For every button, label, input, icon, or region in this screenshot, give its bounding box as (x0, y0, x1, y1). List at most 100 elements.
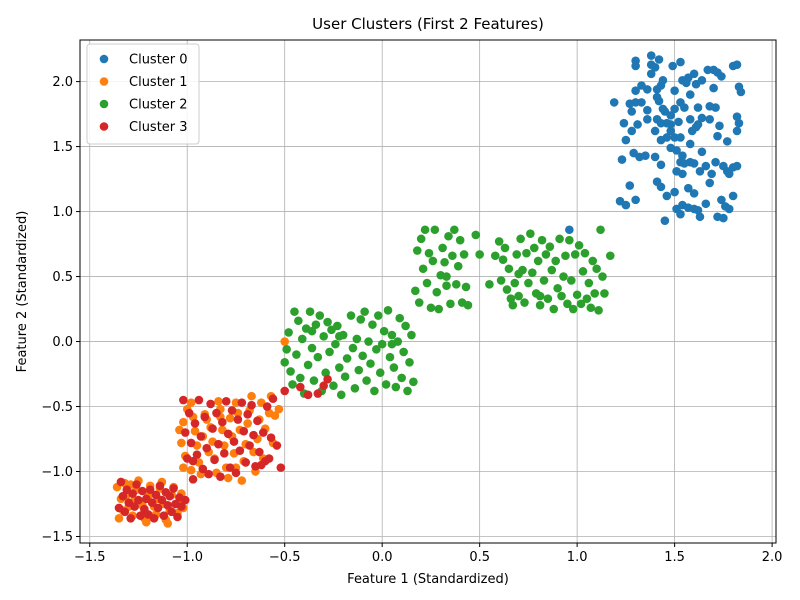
data-point (732, 161, 742, 171)
data-point (313, 352, 323, 362)
data-point (245, 441, 254, 450)
data-point (485, 280, 494, 289)
data-point (678, 169, 687, 179)
data-point (506, 294, 516, 303)
data-point (241, 458, 251, 467)
data-point (239, 426, 249, 436)
data-point (592, 264, 601, 274)
data-point (709, 83, 718, 93)
x-tick-label: −0.5 (269, 550, 301, 565)
data-point (225, 463, 235, 472)
data-point (180, 428, 190, 437)
data-point (670, 86, 679, 95)
data-point (662, 133, 672, 142)
data-point (432, 287, 442, 297)
data-point (732, 112, 742, 121)
data-point (524, 278, 533, 288)
data-point (403, 386, 412, 396)
data-point (368, 320, 377, 329)
data-point (331, 339, 340, 349)
data-point (724, 204, 734, 214)
data-point (475, 250, 484, 259)
legend-label: Cluster 3 (129, 120, 188, 135)
data-point (631, 195, 640, 205)
data-point (284, 328, 293, 337)
data-point (553, 283, 562, 293)
data-point (496, 276, 506, 285)
data-point (276, 463, 286, 472)
data-point (206, 399, 215, 409)
data-point (163, 519, 173, 528)
data-point (551, 256, 560, 266)
data-point (120, 507, 130, 517)
data-point (678, 151, 687, 160)
data-point (313, 389, 323, 398)
data-point (650, 126, 660, 136)
y-tick-label: 0.5 (52, 270, 73, 285)
data-point (617, 155, 627, 164)
x-tick-label: 2.0 (762, 550, 783, 565)
data-point (689, 69, 699, 79)
data-point (280, 337, 290, 346)
data-point (582, 294, 592, 303)
x-tick-label: −1.5 (74, 550, 106, 565)
y-tick-label: 1.0 (52, 205, 73, 220)
data-point (348, 343, 358, 353)
data-point (309, 376, 319, 385)
data-point (307, 326, 317, 336)
grid-lines (80, 40, 776, 543)
data-point (235, 446, 245, 456)
data-point (674, 117, 683, 127)
data-point (693, 103, 703, 112)
data-point (405, 358, 414, 367)
data-point (683, 183, 693, 193)
data-point (274, 404, 284, 414)
data-point (305, 307, 315, 316)
data-point (192, 450, 202, 459)
data-point (303, 360, 313, 370)
data-point (514, 269, 523, 279)
data-point (118, 491, 128, 501)
legend-label: Cluster 1 (129, 75, 188, 90)
data-point (204, 469, 213, 479)
data-point (528, 268, 537, 277)
data-point (629, 148, 638, 158)
data-point (658, 104, 668, 114)
data-point (594, 306, 603, 315)
data-point (693, 120, 703, 129)
y-tick-label: −1.5 (41, 530, 73, 545)
data-point (179, 463, 188, 472)
data-point (411, 286, 420, 296)
data-point (643, 105, 652, 115)
data-point (202, 443, 212, 453)
data-point (138, 486, 147, 496)
data-point (631, 86, 640, 95)
data-point (654, 96, 664, 106)
data-point (188, 456, 198, 466)
data-point (420, 225, 430, 235)
data-point (307, 343, 317, 353)
data-point (350, 384, 360, 393)
data-point (237, 476, 247, 485)
data-point (680, 159, 689, 168)
data-point (243, 419, 252, 428)
x-tick-label: 0.5 (469, 550, 490, 565)
data-point (685, 114, 695, 124)
data-point (685, 139, 695, 149)
data-point (184, 408, 194, 418)
data-point (666, 120, 676, 129)
data-point (717, 195, 726, 205)
data-point (680, 103, 689, 112)
data-point (438, 243, 447, 253)
data-point (247, 391, 256, 401)
data-point (670, 187, 679, 197)
data-point (180, 495, 190, 505)
data-point (362, 376, 371, 385)
data-point (701, 161, 711, 171)
data-point (255, 447, 264, 457)
data-point (391, 382, 401, 392)
data-point (490, 251, 500, 261)
data-point (149, 514, 159, 523)
data-point (728, 191, 738, 201)
